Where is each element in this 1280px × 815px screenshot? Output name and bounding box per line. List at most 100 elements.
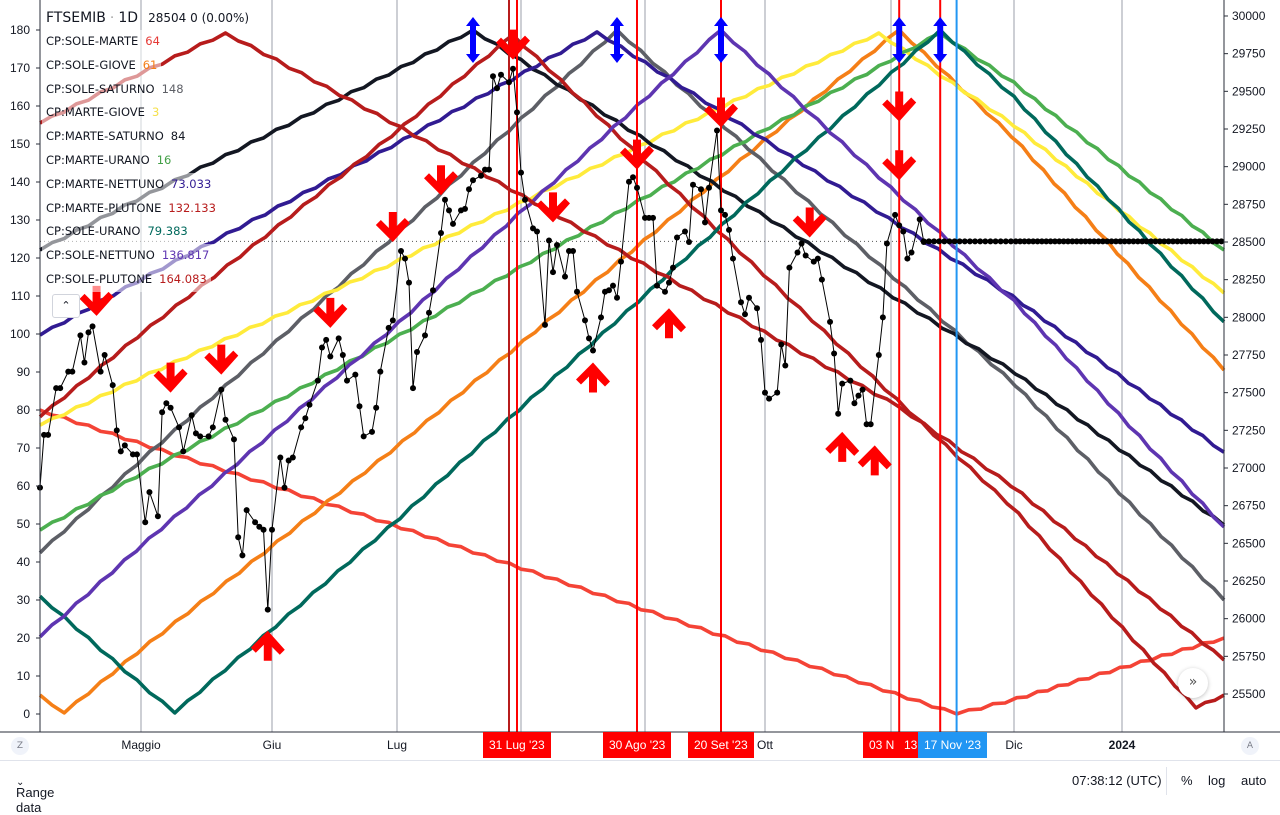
price-point xyxy=(218,386,225,393)
scroll-to-realtime-button[interactable]: » xyxy=(1178,668,1208,698)
left-tick-label: 160 xyxy=(10,99,30,113)
double-arrow-vertical-icon xyxy=(466,17,480,63)
price-point xyxy=(818,276,825,283)
signal-arrows xyxy=(79,17,948,661)
projection-point xyxy=(1196,238,1203,245)
price-point xyxy=(398,248,404,255)
time-axis-label: Giu xyxy=(262,738,282,752)
price-point xyxy=(442,196,448,203)
price-point xyxy=(892,211,899,218)
axis-button-a[interactable]: A xyxy=(1241,737,1259,755)
price-point xyxy=(470,177,476,184)
legend-item-value: 3 xyxy=(151,105,160,120)
price-point xyxy=(142,519,149,526)
right-tick-label: 29750 xyxy=(1232,47,1266,61)
legend-collapse-button[interactable]: ⌃ xyxy=(52,294,80,318)
legend-item-value: 79.383 xyxy=(147,224,188,239)
double-arrow-vertical-icon xyxy=(610,17,624,63)
right-tick-label: 28500 xyxy=(1232,235,1266,249)
price-point xyxy=(243,507,250,514)
interval[interactable]: 1D xyxy=(118,10,138,26)
price-point xyxy=(726,226,732,233)
price-point xyxy=(746,294,752,301)
legend-title[interactable]: FTSEMIB · 1D 28504 0 (0.00%) xyxy=(46,6,249,30)
projection-point xyxy=(920,238,927,245)
projection-point xyxy=(1187,238,1194,245)
price-point xyxy=(222,416,229,423)
arrow-down-icon xyxy=(496,29,530,60)
legend-item-value: 64 xyxy=(145,34,160,48)
chart-canvas[interactable]: 0102030405060708090100110120130140150160… xyxy=(0,0,1280,760)
legend-item[interactable]: CP:MARTE-GIOVE 3 xyxy=(42,101,164,126)
projection-point xyxy=(992,238,999,245)
projection-point xyxy=(1078,238,1085,245)
log-toggle[interactable]: log xyxy=(1208,773,1226,788)
left-tick-label: 120 xyxy=(10,251,30,265)
legend: FTSEMIB · 1D 28504 0 (0.00%) CP:SOLE-MAR… xyxy=(42,6,249,292)
price-series xyxy=(37,65,1225,613)
price-point xyxy=(314,377,321,384)
price-point xyxy=(277,454,284,461)
projection-point xyxy=(1209,238,1216,245)
arrow-down-icon xyxy=(204,344,239,375)
price-point xyxy=(163,400,170,407)
legend-item[interactable]: CP:MARTE-URANO 16 xyxy=(42,148,176,173)
projection-point xyxy=(1034,238,1041,245)
price-point xyxy=(180,448,187,455)
range-label: Range data xyxy=(16,785,55,815)
price-point xyxy=(802,252,809,259)
price-point xyxy=(682,228,688,235)
projection-point xyxy=(1043,238,1050,245)
symbol-name[interactable]: FTSEMIB xyxy=(46,10,106,26)
legend-item[interactable]: CP:SOLE-GIOVE 61 xyxy=(42,53,162,78)
projection-point xyxy=(1183,238,1190,245)
price-point xyxy=(686,238,692,245)
price-point xyxy=(758,336,764,343)
price-point xyxy=(542,321,548,328)
axis-button-z[interactable]: Z xyxy=(11,737,29,755)
cycle-line-cp-sole-urano xyxy=(38,28,1226,715)
legend-item-value: 73.033 xyxy=(171,176,212,191)
legend-item[interactable]: CP:MARTE-NETTUNO 73.033 xyxy=(42,172,216,197)
projection-point xyxy=(1051,238,1058,245)
projection-point xyxy=(1007,238,1014,245)
price-point xyxy=(618,258,624,265)
right-tick-label: 29500 xyxy=(1232,84,1266,98)
right-tick-label: 28000 xyxy=(1232,310,1266,324)
projection-point xyxy=(946,238,953,245)
price-point xyxy=(356,403,363,410)
price-point xyxy=(235,534,242,541)
price-point xyxy=(550,269,556,276)
range-dropdown[interactable]: Range data ⌄ xyxy=(16,773,54,815)
projection-point xyxy=(951,238,958,245)
legend-item[interactable]: CP:SOLE-PLUTONE 164.083 xyxy=(42,267,211,292)
price-point xyxy=(650,214,656,221)
right-tick-label: 27250 xyxy=(1232,423,1266,437)
legend-item[interactable]: CP:MARTE-PLUTONE 132.133 xyxy=(42,196,220,221)
price-point xyxy=(188,412,195,419)
clock[interactable]: 07:38:12 (UTC) xyxy=(1072,773,1162,788)
right-tick-label: 29000 xyxy=(1232,160,1266,174)
auto-toggle[interactable]: auto xyxy=(1241,773,1267,788)
left-tick-label: 100 xyxy=(10,327,30,341)
arrow-down-icon xyxy=(792,207,827,238)
percent-toggle[interactable]: % xyxy=(1181,773,1193,788)
price-point xyxy=(462,205,468,212)
price-point xyxy=(260,526,267,533)
legend-item-value: 16 xyxy=(156,152,172,167)
arrow-down-icon xyxy=(704,97,738,128)
price-point xyxy=(510,65,516,72)
legend-item-label: CP:SOLE-NETTUNO xyxy=(46,248,155,263)
legend-item[interactable]: CP:MARTE-SATURNO 84 xyxy=(42,125,190,149)
price-point xyxy=(614,294,620,301)
price-point xyxy=(256,523,263,530)
legend-item[interactable]: CP:SOLE-SATURNO 148 xyxy=(42,77,188,102)
projection-point xyxy=(997,238,1004,245)
legend-item[interactable]: CP:SOLE-NETTUNO 136.817 xyxy=(42,244,214,268)
legend-item[interactable]: CP:SOLE-MARTE 64 xyxy=(42,30,164,54)
price-point xyxy=(835,410,842,417)
projection-point xyxy=(961,238,968,245)
price-point xyxy=(798,240,805,247)
left-tick-label: 40 xyxy=(17,555,31,569)
legend-item[interactable]: CP:SOLE-URANO 79.383 xyxy=(42,220,192,245)
